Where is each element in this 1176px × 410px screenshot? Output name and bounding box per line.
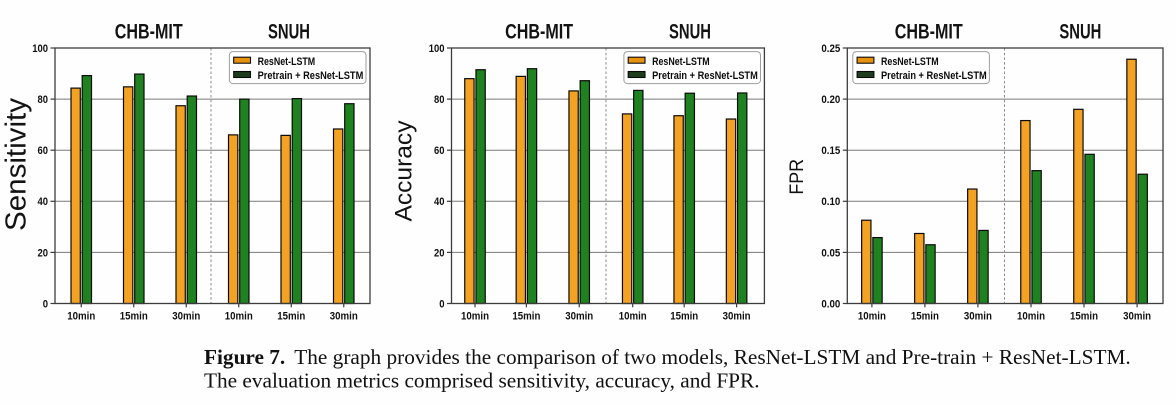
- svg-text:Figure 7.The graph provides th: Figure 7. The graph provides the comparis…: [204, 345, 1131, 369]
- svg-text:30min: 30min: [172, 311, 200, 323]
- svg-text:100: 100: [429, 43, 445, 55]
- svg-text:Accuracy: Accuracy: [391, 120, 418, 222]
- svg-text:80: 80: [434, 94, 445, 106]
- svg-text:30min: 30min: [964, 311, 992, 323]
- svg-text:15min: 15min: [670, 311, 698, 323]
- svg-text:60: 60: [38, 145, 49, 157]
- svg-text:CHB-MIT: CHB-MIT: [115, 21, 183, 44]
- svg-text:10min: 10min: [225, 311, 253, 323]
- svg-text:15min: 15min: [277, 311, 305, 323]
- svg-text:CHB-MIT: CHB-MIT: [895, 21, 963, 44]
- svg-text:0.20: 0.20: [821, 94, 840, 106]
- svg-text:0.15: 0.15: [821, 145, 840, 157]
- svg-text:30min: 30min: [565, 311, 593, 323]
- svg-text:Pretrain + ResNet-LSTM: Pretrain + ResNet-LSTM: [258, 70, 364, 82]
- svg-text:Pretrain + ResNet-LSTM: Pretrain + ResNet-LSTM: [652, 70, 758, 82]
- svg-text:Sensitivity: Sensitivity: [1, 97, 33, 231]
- svg-text:10min: 10min: [619, 311, 647, 323]
- svg-text:0: 0: [439, 298, 444, 310]
- svg-text:20: 20: [434, 247, 445, 259]
- svg-text:SNUH: SNUH: [268, 21, 310, 44]
- svg-text:60: 60: [434, 145, 445, 157]
- svg-text:SNUH: SNUH: [669, 21, 711, 44]
- svg-text:40: 40: [434, 196, 445, 208]
- svg-text:15min: 15min: [512, 311, 540, 323]
- svg-text:100: 100: [32, 43, 48, 55]
- svg-text:CHB-MIT: CHB-MIT: [505, 21, 573, 44]
- svg-text:ResNet-LSTM: ResNet-LSTM: [652, 56, 710, 68]
- svg-text:10min: 10min: [858, 311, 886, 323]
- svg-text:0.05: 0.05: [821, 247, 840, 259]
- svg-text:FPR: FPR: [787, 159, 808, 195]
- svg-text:10min: 10min: [461, 311, 489, 323]
- svg-text:Pretrain + ResNet-LSTM: Pretrain + ResNet-LSTM: [881, 70, 987, 82]
- svg-text:ResNet-LSTM: ResNet-LSTM: [258, 56, 316, 68]
- svg-text:20: 20: [38, 247, 49, 259]
- svg-text:0.10: 0.10: [821, 196, 840, 208]
- svg-text:SNUH: SNUH: [1059, 21, 1101, 44]
- svg-text:30min: 30min: [330, 311, 358, 323]
- svg-text:10min: 10min: [67, 311, 95, 323]
- svg-text:10min: 10min: [1017, 311, 1045, 323]
- svg-text:0.00: 0.00: [821, 298, 840, 310]
- svg-text:15min: 15min: [911, 311, 939, 323]
- svg-text:15min: 15min: [120, 311, 148, 323]
- svg-text:0.25: 0.25: [821, 43, 840, 55]
- svg-text:30min: 30min: [723, 311, 751, 323]
- svg-text:40: 40: [38, 196, 49, 208]
- svg-text:0: 0: [43, 298, 48, 310]
- svg-text:15min: 15min: [1070, 311, 1098, 323]
- svg-text:30min: 30min: [1123, 311, 1151, 323]
- svg-text:80: 80: [38, 94, 49, 106]
- svg-text:ResNet-LSTM: ResNet-LSTM: [881, 56, 939, 68]
- svg-text:The evaluation metrics compris: The evaluation metrics comprised sensiti…: [204, 369, 760, 393]
